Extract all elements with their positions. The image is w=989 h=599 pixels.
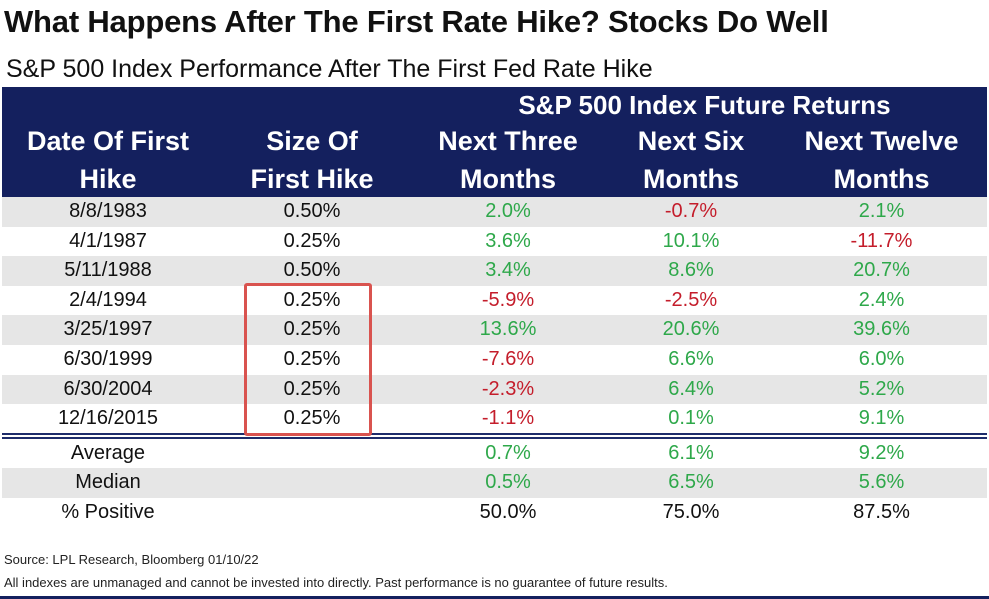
cell-date: 4/1/1987 [69, 229, 147, 252]
cell-three-month-return: 13.6% [479, 318, 537, 341]
cell-twelve-month-return: -11.7% [850, 229, 913, 252]
summary-row: % Positive 50.0% 75.0% 87.5% [2, 498, 987, 528]
header-size-line1: Size Of [266, 126, 358, 156]
table-row: 5/11/1988 0.50% 3.4% 8.6% 20.7% [2, 256, 987, 286]
cell-six-month-return: -2.5% [664, 288, 718, 311]
cell-six-month-return: 6.4% [668, 377, 714, 400]
header-date-line2: Hike [79, 164, 137, 194]
summary-six-month: 6.1% [668, 441, 714, 464]
table-row: 8/8/1983 0.50% 2.0% -0.7% 2.1% [2, 197, 987, 227]
cell-three-month-return: -2.3% [481, 377, 535, 400]
table-row: 12/16/2015 0.25% -1.1% 0.1% 9.1% [2, 404, 987, 434]
cell-twelve-month-return: 39.6% [853, 318, 910, 341]
summary-separator-top [2, 433, 987, 435]
hike-size-highlight-box [244, 283, 372, 436]
cell-date: 8/8/1983 [69, 200, 147, 222]
header-six-line2: Months [643, 164, 739, 194]
disclaimer-note: All indexes are unmanaged and cannot be … [4, 575, 668, 590]
cell-hike-size: 0.25% [283, 318, 341, 341]
cell-three-month-return: -7.6% [481, 348, 535, 370]
header-date-line1: Date Of First [26, 126, 190, 156]
cell-twelve-month-return: 2.1% [858, 200, 905, 222]
summary-three-month: 50.0% [479, 501, 537, 523]
cell-date: 5/11/1988 [64, 259, 152, 282]
cell-hike-size: 0.25% [283, 407, 341, 430]
summary-row: Median 0.5% 6.5% 5.6% [2, 468, 987, 498]
header-three-line1: Next Three [438, 126, 578, 156]
source-note: Source: LPL Research, Bloomberg 01/10/22 [4, 552, 259, 567]
summary-six-month: 75.0% [662, 501, 720, 523]
cell-six-month-return: 8.6% [668, 259, 714, 282]
cell-twelve-month-return: 9.1% [858, 407, 905, 430]
table-row: 6/30/2004 0.25% -2.3% 6.4% 5.2% [2, 374, 987, 405]
header-six-col: Next Six Months [606, 122, 776, 198]
table-row: 2/4/1994 0.25% -5.9% -2.5% 2.4% [2, 286, 987, 316]
header-date-col: Date Of First Hike [2, 122, 214, 198]
cell-hike-size: 0.25% [283, 229, 341, 252]
table-row: 6/30/1999 0.25% -7.6% 6.6% 6.0% [2, 345, 987, 375]
cell-six-month-return: 6.6% [668, 348, 714, 370]
header-three-col: Next Three Months [410, 122, 606, 198]
header-size-col: Size Of First Hike [214, 122, 410, 198]
cell-twelve-month-return: 5.2% [858, 377, 905, 400]
header-size-line2: First Hike [250, 164, 374, 194]
summary-row: Average 0.7% 6.1% 9.2% [2, 439, 987, 469]
summary-twelve-month: 9.2% [858, 441, 905, 464]
cell-six-month-return: 20.6% [662, 318, 720, 341]
summary-label: % Positive [61, 501, 155, 523]
cell-date: 3/25/1997 [63, 318, 153, 341]
header-three-line2: Months [460, 164, 556, 194]
cell-hike-size: 0.25% [283, 288, 341, 311]
summary-separator-bottom [2, 437, 987, 439]
summary-label: Median [75, 471, 141, 494]
cell-three-month-return: 3.4% [485, 259, 531, 282]
header-twelve-col: Next Twelve Months [776, 122, 987, 198]
summary-six-month: 6.5% [668, 471, 714, 494]
header-twelve-line1: Next Twelve [804, 126, 959, 156]
cell-six-month-return: 0.1% [668, 407, 714, 430]
cell-date: 12/16/2015 [57, 407, 159, 430]
cell-twelve-month-return: 6.0% [858, 348, 905, 370]
cell-hike-size: 0.50% [283, 259, 341, 282]
table-header: S&P 500 Index Future Returns Date Of Fir… [2, 87, 987, 197]
cell-hike-size: 0.50% [283, 200, 341, 222]
chart-subtitle: S&P 500 Index Performance After The Firs… [6, 55, 653, 83]
summary-three-month: 0.7% [485, 441, 531, 464]
cell-hike-size: 0.25% [283, 348, 341, 370]
header-six-line1: Next Six [637, 126, 745, 156]
summary-three-month: 0.5% [485, 471, 531, 494]
cell-three-month-return: -1.1% [481, 407, 535, 430]
cell-twelve-month-return: 2.4% [858, 288, 905, 311]
cell-date: 2/4/1994 [69, 288, 147, 311]
cell-hike-size: 0.25% [283, 377, 341, 400]
table-row: 4/1/1987 0.25% 3.6% 10.1% -11.7% [2, 227, 987, 257]
cell-three-month-return: -5.9% [481, 288, 535, 311]
cell-twelve-month-return: 20.7% [853, 259, 910, 282]
summary-twelve-month: 5.6% [858, 471, 905, 494]
header-twelve-line2: Months [833, 164, 930, 194]
summary-twelve-month: 87.5% [853, 501, 910, 523]
table-row: 3/25/1997 0.25% 13.6% 20.6% 39.6% [2, 315, 987, 345]
header-group-label: S&P 500 Index Future Returns [518, 90, 891, 120]
summary-label: Average [70, 441, 146, 464]
cell-date: 6/30/1999 [63, 348, 153, 370]
cell-date: 6/30/2004 [63, 377, 153, 400]
cell-three-month-return: 2.0% [485, 200, 531, 222]
cell-six-month-return: -0.7% [664, 200, 718, 222]
cell-six-month-return: 10.1% [662, 229, 720, 252]
bottom-border [0, 596, 989, 599]
cell-three-month-return: 3.6% [485, 229, 531, 252]
chart-title: What Happens After The First Rate Hike? … [4, 4, 829, 39]
